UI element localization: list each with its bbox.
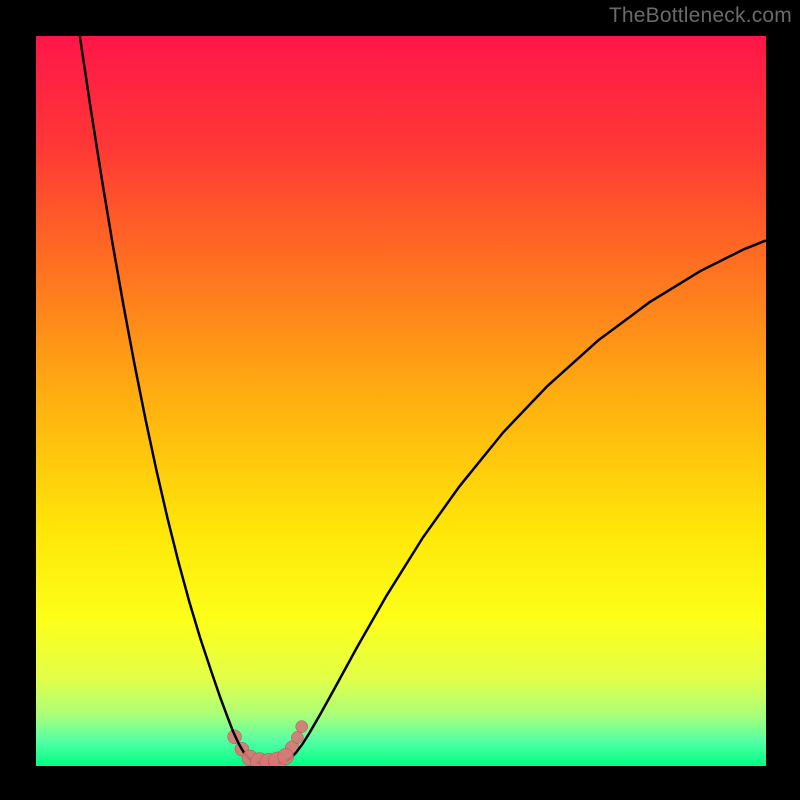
watermark-text: TheBottleneck.com <box>609 4 792 28</box>
chart-frame: TheBottleneck.com <box>0 0 800 800</box>
marker-dot <box>291 732 303 744</box>
bottleneck-chart <box>0 0 800 800</box>
marker-dot <box>296 721 308 733</box>
marker-dot <box>278 749 294 765</box>
plot-background <box>36 36 766 766</box>
